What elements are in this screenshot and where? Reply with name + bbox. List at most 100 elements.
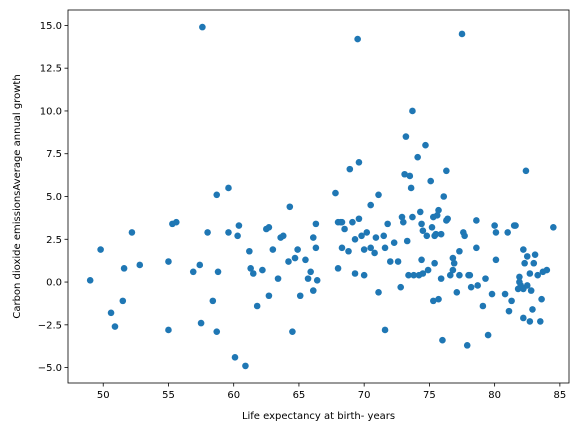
data-point [520, 314, 527, 322]
data-point [269, 246, 277, 253]
data-point [512, 222, 519, 229]
data-point [247, 265, 254, 272]
data-point [431, 259, 438, 267]
data-point [466, 271, 474, 279]
data-point [380, 232, 388, 240]
data-point [439, 336, 446, 344]
data-point [423, 232, 431, 240]
data-point [363, 229, 371, 236]
data-point [427, 177, 435, 185]
data-point [213, 328, 221, 335]
data-point [86, 277, 94, 284]
data-point [294, 246, 301, 253]
y-tick-label: −2.5 [38, 320, 62, 331]
y-tick-label: −5.0 [38, 363, 62, 374]
x-tick-label: 60 [227, 390, 240, 401]
data-point [285, 258, 292, 265]
data-point [289, 328, 296, 335]
y-tick-label: 15.0 [40, 21, 62, 32]
y-tick-label: 12.5 [40, 64, 62, 75]
data-point [355, 158, 363, 166]
x-tick-label: 50 [97, 390, 110, 401]
data-point [435, 295, 442, 303]
data-point [209, 297, 217, 305]
data-point [479, 302, 487, 310]
data-point [430, 297, 437, 305]
data-point [526, 270, 534, 277]
data-point [484, 331, 492, 339]
data-point [265, 292, 273, 300]
data-point [375, 191, 382, 199]
data-point [419, 270, 427, 277]
data-point [312, 244, 320, 252]
data-point [384, 220, 391, 228]
data-point [405, 271, 412, 279]
data-point [107, 309, 115, 317]
y-tick-label: 10.0 [40, 106, 62, 117]
data-point [358, 232, 365, 240]
data-point [409, 213, 416, 221]
data-point [338, 218, 346, 226]
data-point [492, 229, 500, 236]
data-point [304, 275, 312, 282]
data-point [111, 323, 119, 330]
data-point [527, 287, 535, 294]
data-point [456, 247, 463, 255]
data-point [521, 259, 528, 267]
data-point [372, 234, 380, 241]
data-point [313, 277, 321, 284]
data-point [136, 261, 144, 269]
data-point [422, 141, 429, 149]
data-point [492, 256, 500, 264]
data-point [491, 222, 498, 229]
data-point [520, 246, 527, 253]
data-point [386, 258, 394, 265]
data-point [165, 258, 172, 265]
data-point [341, 225, 348, 233]
data-point [367, 201, 374, 209]
points-layer [86, 23, 557, 370]
plot-frame [67, 9, 570, 384]
y-tick-label: 2.5 [46, 235, 62, 246]
data-point [505, 307, 513, 315]
data-point [432, 230, 440, 238]
data-point [119, 297, 127, 305]
data-point [371, 249, 378, 257]
x-tick-label: 55 [162, 390, 175, 401]
y-tick-label: 7.5 [46, 149, 62, 160]
data-point [349, 218, 356, 226]
data-point [449, 266, 457, 274]
data-point [394, 258, 402, 265]
data-point [397, 283, 405, 291]
data-point [461, 232, 468, 240]
data-point [302, 256, 309, 264]
x-axis-ticks: 50 55 60 65 70 75 80 85 [97, 383, 566, 401]
data-point [482, 275, 489, 282]
data-point [450, 259, 458, 267]
data-point [437, 275, 445, 282]
data-point [231, 354, 239, 361]
x-tick-label: 80 [488, 390, 501, 401]
data-point [543, 266, 551, 274]
data-point [526, 318, 534, 325]
data-point [409, 107, 416, 115]
data-point [120, 265, 128, 272]
data-point [474, 282, 481, 289]
data-point [351, 235, 359, 243]
data-point [443, 167, 450, 175]
data-point [381, 244, 389, 252]
data-point [312, 220, 320, 228]
data-point [309, 234, 317, 241]
data-point [360, 246, 368, 253]
data-point [523, 282, 531, 289]
data-point [235, 222, 243, 229]
data-point [446, 271, 454, 279]
x-tick-label: 75 [423, 390, 436, 401]
data-point [410, 271, 418, 279]
data-point [531, 251, 539, 258]
x-tick-label: 85 [554, 390, 567, 401]
data-point [516, 273, 523, 281]
data-point [274, 275, 282, 282]
data-point [437, 230, 445, 238]
data-point [225, 184, 232, 192]
